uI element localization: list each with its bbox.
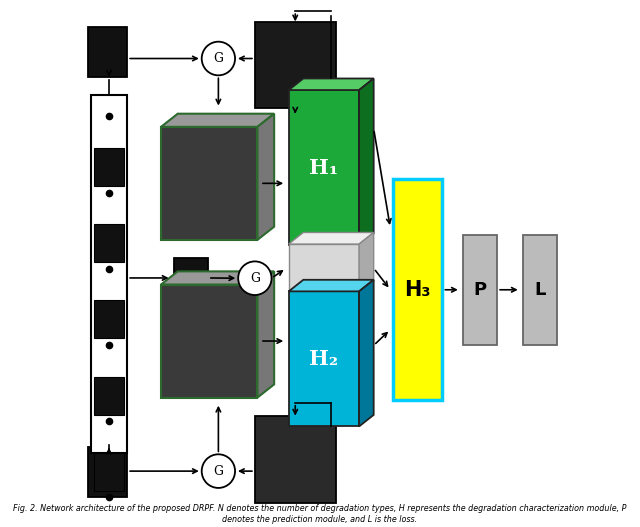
Bar xyxy=(94,453,124,491)
Bar xyxy=(88,447,127,497)
Text: H₃: H₃ xyxy=(404,280,431,300)
Bar xyxy=(174,258,208,298)
Text: H₂: H₂ xyxy=(309,349,339,369)
Polygon shape xyxy=(359,232,374,292)
Polygon shape xyxy=(289,280,374,291)
Polygon shape xyxy=(257,271,274,397)
Bar xyxy=(393,179,442,400)
Polygon shape xyxy=(161,271,274,285)
Bar xyxy=(463,235,497,345)
Bar xyxy=(289,291,359,426)
Bar xyxy=(161,127,257,240)
Text: G: G xyxy=(213,465,223,477)
Bar xyxy=(91,95,127,453)
Polygon shape xyxy=(359,280,374,426)
Text: L: L xyxy=(534,281,546,299)
Bar xyxy=(94,224,124,262)
Bar xyxy=(94,377,124,415)
Bar xyxy=(289,90,359,245)
Text: Fig. 2. Network architecture of the proposed DRPF. N denotes the number of degra: Fig. 2. Network architecture of the prop… xyxy=(13,504,627,524)
Circle shape xyxy=(202,42,235,75)
Bar xyxy=(94,148,124,186)
Bar xyxy=(255,22,335,109)
Bar xyxy=(289,244,359,292)
Text: H₁: H₁ xyxy=(309,158,339,178)
Polygon shape xyxy=(289,232,374,244)
Text: G: G xyxy=(250,272,260,285)
Text: P: P xyxy=(474,281,487,299)
Bar xyxy=(88,27,127,77)
Polygon shape xyxy=(289,79,374,90)
Bar xyxy=(524,235,557,345)
Polygon shape xyxy=(161,114,274,127)
Bar xyxy=(94,300,124,338)
Text: G: G xyxy=(213,52,223,65)
Circle shape xyxy=(238,261,271,295)
Bar xyxy=(161,285,257,397)
Polygon shape xyxy=(257,114,274,240)
Polygon shape xyxy=(359,79,374,245)
Circle shape xyxy=(202,454,235,488)
Bar xyxy=(255,416,335,503)
